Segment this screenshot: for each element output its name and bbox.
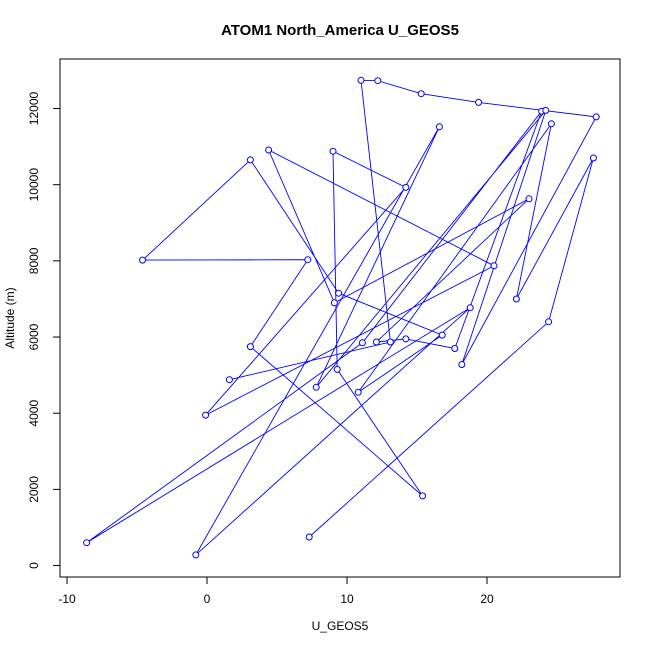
data-point [417,90,425,98]
data-point [312,383,320,391]
data-point [358,339,366,347]
y-axis-label: Altitude (m) [3,287,17,348]
data-point [225,376,233,384]
data-point [435,123,443,131]
data-point [305,533,313,541]
data-point [589,154,597,162]
data-point [490,262,498,270]
data-point [139,256,147,264]
data-point [202,411,210,419]
data-point [458,361,466,368]
data-point [372,338,380,346]
data-point [304,256,312,264]
data-point [525,195,533,203]
data-point [374,77,382,85]
data-point [547,120,555,128]
series-line [86,79,597,556]
data-point [512,295,520,303]
y-tick-label: 0 [27,562,41,569]
y-axis: 0 2000 4000 6000 8000 10000 12000 [27,92,61,569]
data-point [438,331,446,339]
x-tick-label: -10 [58,592,76,606]
y-tick-label: 6000 [27,323,41,350]
data-point [402,335,410,343]
data-point [451,345,459,352]
data-point [330,299,338,307]
y-tick-label: 2000 [27,476,41,503]
x-axis-label: U_GEOS5 [312,619,369,633]
chart-title: ATOM1 North_America U_GEOS5 [221,22,459,39]
data-point [246,343,254,351]
data-point [386,338,394,346]
x-axis: -10 0 10 20 [58,576,494,606]
x-tick-label: 20 [480,592,494,606]
data-point [335,289,343,297]
data-point [246,156,254,164]
y-tick-label: 10000 [27,168,41,202]
data-point [466,304,474,312]
data-point [475,98,483,106]
plot-frame [59,58,621,578]
data-point [542,106,550,114]
data-point [402,183,410,191]
x-tick-label: 0 [204,592,211,606]
data-point [265,146,273,154]
data-point [545,318,553,326]
data-point [329,147,337,155]
y-tick-label: 8000 [27,247,41,274]
x-tick-label: 10 [340,592,354,606]
data-point [333,365,341,373]
y-tick-label: 12000 [27,92,41,126]
data-layer [83,76,600,559]
data-point [354,388,362,396]
data-point [83,539,91,547]
data-point [419,492,427,500]
data-point [592,113,600,121]
data-point [192,551,200,559]
y-tick-label: 4000 [27,400,41,427]
data-point [357,76,365,84]
